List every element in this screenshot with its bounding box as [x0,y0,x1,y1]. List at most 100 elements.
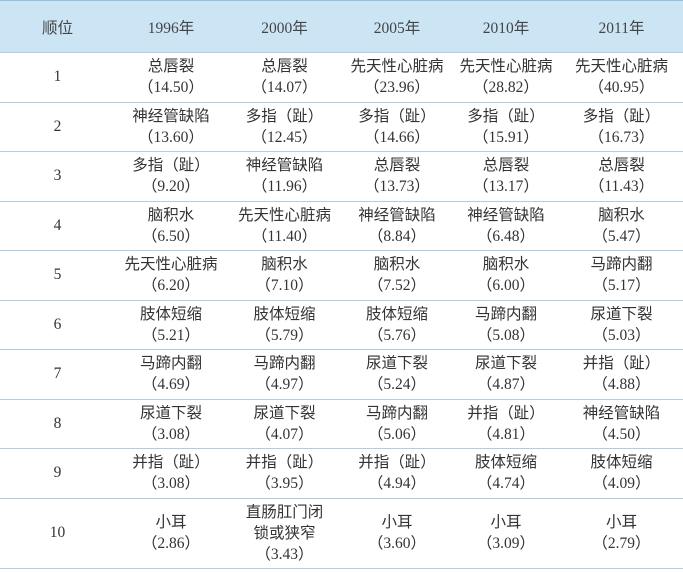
data-cell: 先天性心脏病 （40.95） [560,52,683,103]
rate-value: （3.08） [141,425,201,443]
anomaly-name: 脑积水 [147,206,195,224]
rate-value: （5.79） [255,326,314,344]
data-cell: 脑积水 （5.47） [560,201,683,251]
rate-value: （5.17） [592,277,651,295]
table-row: 4 脑积水 （6.50） 先天性心脏病 （11.40） 神经管缺陷 （8.84） 神经管缺陷 （… [0,201,683,251]
data-cell: 多指（趾） （16.73） [560,102,683,152]
rate-value: （2.86） [141,535,201,552]
rate-value: （6.48） [476,227,536,245]
data-cell: 总唇裂 （14.50） [115,52,227,103]
anomaly-name: 肢体短缩 [365,305,428,323]
rate-value: （3.08） [141,475,201,493]
data-cell: 总唇裂 （13.73） [342,151,452,202]
rate-value: （7.52） [367,277,427,295]
anomaly-name: 神经管缺陷 [245,157,324,175]
anomaly-name: 小耳 [381,514,413,531]
rate-value: （5.76） [367,326,427,344]
header-cell: 2011年 [560,0,683,53]
anomaly-name: 肢体短缩 [253,305,316,323]
header-row: 顺位 1996年 2000年 2005年 2010年 2011年 [0,0,683,53]
rate-value: （3.95） [255,475,314,493]
anomaly-name: 脑积水 [373,256,421,274]
data-cell: 脑积水 （7.52） [342,250,452,301]
rate-value: （28.82） [473,79,539,97]
data-cell: 神经管缺陷 （11.96） [227,151,342,202]
anomaly-name: 先天性心脏病 [237,206,331,224]
data-cell: 并指（趾） （3.95） [227,448,342,499]
anomaly-name: 总唇裂 [373,157,421,175]
rate-value: （3.09） [476,535,536,552]
rank-cell: 10 [0,498,115,569]
rate-value: （4.69） [141,376,201,394]
rate-value: （5.03） [592,326,651,344]
data-cell: 脑积水 （6.50） [115,201,227,251]
anomaly-name: 神经管缺陷 [358,206,436,224]
anomaly-name: 小耳 [155,514,187,531]
anomaly-name: 马蹄内翻 [474,305,537,323]
rate-value: （11.43） [588,178,655,196]
rank-cell: 8 [0,399,115,449]
table-row: 1 总唇裂 （14.50） 总唇裂 （14.07） 先天性心脏病 （23.96） 先天性心脏病… [0,52,683,103]
rate-value: （14.07） [251,79,318,97]
rate-value: （5.24） [367,376,427,394]
rate-value: （13.60） [138,128,204,146]
data-cell: 马蹄内翻 （5.06） [342,399,452,449]
anomaly-name: 脑积水 [261,256,308,274]
rate-value: （2.79） [592,535,651,552]
rate-value: （13.17） [473,178,539,196]
table-body: 1 总唇裂 （14.50） 总唇裂 （14.07） 先天性心脏病 （23.96） 先天性心脏病… [0,52,683,569]
data-cell: 尿道下裂 （4.07） [227,399,342,449]
table-row: 3 多指（趾） （9.20） 神经管缺陷 （11.96） 总唇裂 （13.73） 总唇裂 （13… [0,151,683,202]
rank-cell: 4 [0,201,115,251]
rate-value: （14.66） [364,128,430,146]
data-cell: 先天性心脏病 （28.82） [452,52,560,103]
rate-value: （3.60） [367,535,427,552]
anomaly-name: 总唇裂 [482,157,530,175]
data-cell: 肢体短缩 （5.21） [115,300,227,350]
rate-value: （4.09） [592,475,651,493]
data-cell: 马蹄内翻 （5.17） [560,250,683,301]
data-cell: 脑积水 （6.00） [452,250,560,301]
rate-value: （4.94） [367,475,427,493]
rate-value: （8.84） [367,227,427,245]
rank-cell: 5 [0,250,115,301]
anomaly-name: 小耳 [490,514,522,531]
anomaly-name: 总唇裂 [598,157,645,175]
anomaly-name: 总唇裂 [261,58,308,76]
data-cell: 肢体短缩 （4.74） [452,448,560,499]
data-cell: 神经管缺陷 （4.50） [560,399,683,449]
rate-value: （16.73） [588,128,655,146]
rank-cell: 2 [0,102,115,152]
table-row: 6 肢体短缩 （5.21） 肢体短缩 （5.79） 肢体短缩 （5.76） 马蹄内翻 （5.08… [0,300,683,350]
anomaly-name: 并指（趾） [132,454,210,472]
data-cell: 尿道下裂 （4.87） [452,349,560,400]
data-cell: 小耳 （3.60） [342,498,452,569]
data-cell: 直肠肛门闭锁或狭窄 （3.43） [227,498,342,569]
data-cell: 肢体短缩 （5.79） [227,300,342,350]
anomaly-name: 马蹄内翻 [139,355,202,373]
table-row: 10 小耳 （2.86） 直肠肛门闭锁或狭窄 （3.43） 小耳 （3.60） 小耳 （3.09… [0,498,683,569]
rate-value: （15.91） [473,128,539,146]
anomaly-name: 先天性心脏病 [350,58,444,76]
rank-cell: 6 [0,300,115,350]
data-cell: 脑积水 （7.10） [227,250,342,301]
data-cell: 肢体短缩 （5.76） [342,300,452,350]
anomaly-name: 肢体短缩 [474,454,537,472]
rate-value: （5.21） [141,326,201,344]
anomaly-name: 马蹄内翻 [365,404,428,422]
table-row: 5 先天性心脏病 （6.20） 脑积水 （7.10） 脑积水 （7.52） 脑积水 （6.00）… [0,250,683,301]
data-cell: 总唇裂 （14.07） [227,52,342,103]
anomaly-name: 尿道下裂 [590,305,653,323]
header-cell: 1996年 [115,0,227,53]
table-row: 8 尿道下裂 （3.08） 尿道下裂 （4.07） 马蹄内翻 （5.06） 并指（趾） （4.8… [0,399,683,449]
rate-value: （40.95） [588,79,655,97]
rate-value: （4.07） [255,425,314,443]
rate-value: （5.06） [367,425,427,443]
anomaly-name: 尿道下裂 [474,355,537,373]
anomaly-name: 多指（趾） [467,107,545,125]
rate-value: （11.96） [251,178,318,196]
data-cell: 多指（趾） （14.66） [342,102,452,152]
anomaly-name: 并指（趾） [358,454,436,472]
rate-value: （4.50） [592,425,651,443]
